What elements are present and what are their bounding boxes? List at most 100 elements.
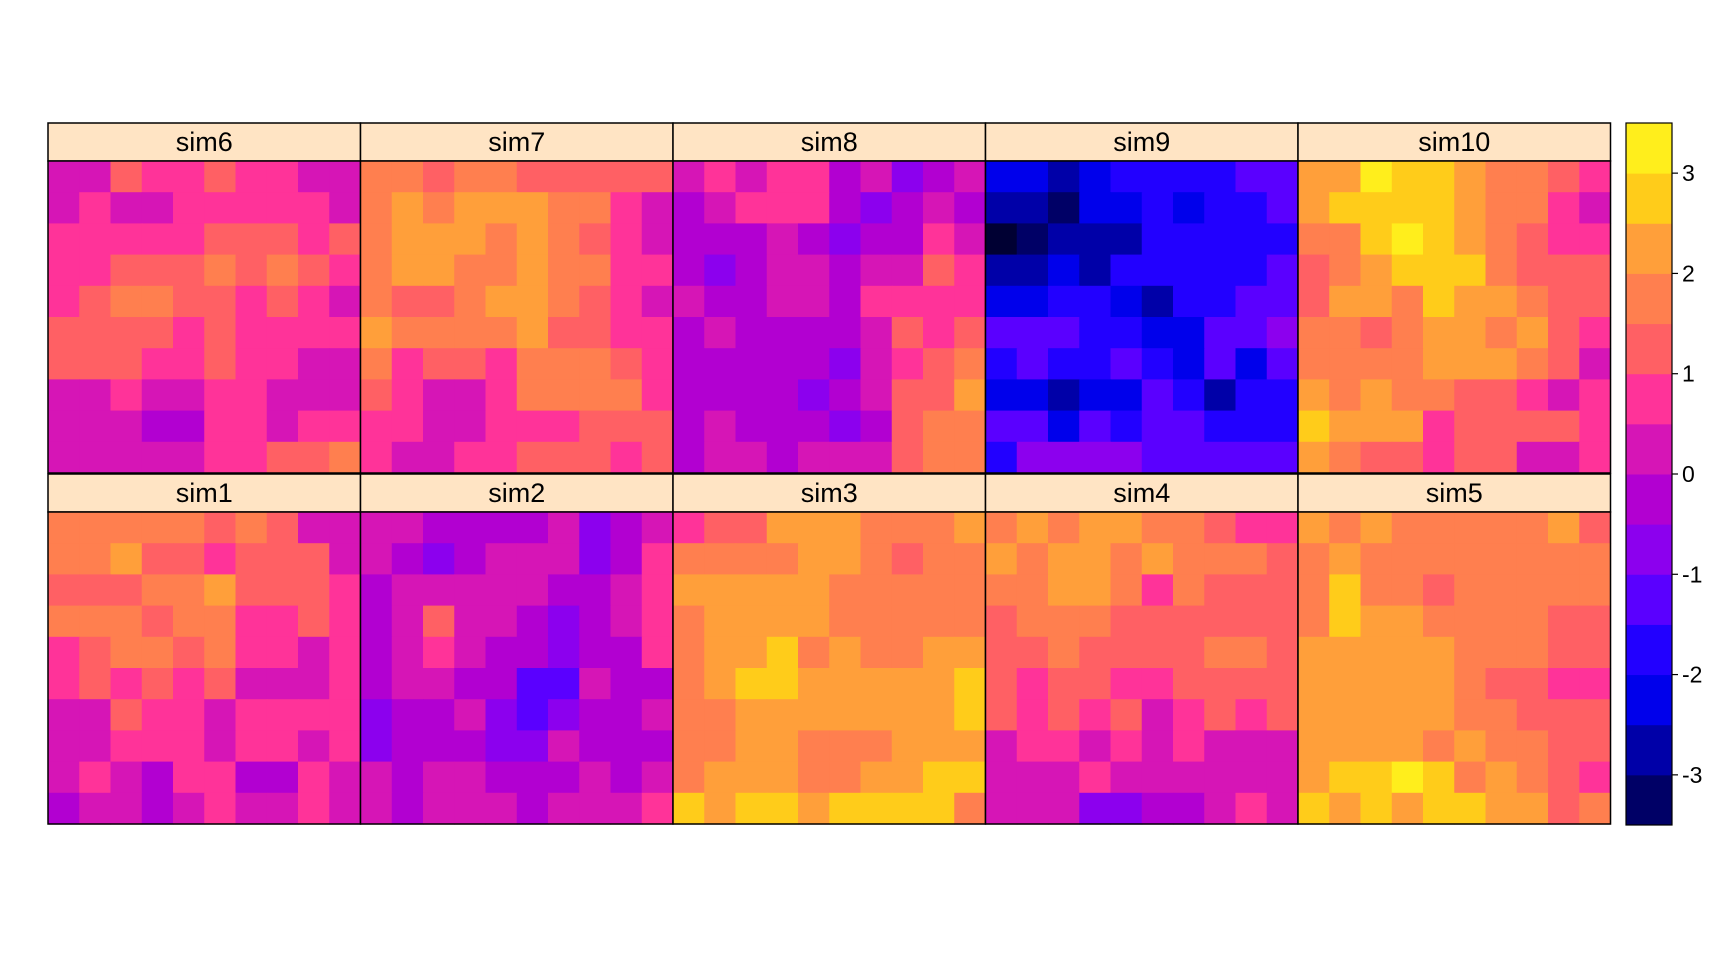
- heatmap-cell: [829, 792, 862, 825]
- heatmap-cell: [204, 512, 237, 544]
- heatmap-cell: [1329, 761, 1362, 794]
- heatmap-cell: [1329, 379, 1362, 412]
- heatmap-cell: [641, 636, 674, 669]
- heatmap-cell: [1579, 636, 1612, 669]
- heatmap-cell: [1548, 161, 1580, 193]
- heatmap-cell: [798, 543, 830, 575]
- heatmap-cell: [954, 761, 987, 794]
- heatmap-cell: [1266, 192, 1299, 224]
- heatmap-cell: [1329, 317, 1362, 349]
- heatmap-cell: [829, 699, 862, 731]
- heatmap-cell: [48, 636, 80, 669]
- heatmap-cell: [1266, 379, 1299, 412]
- heatmap-cell: [141, 605, 174, 638]
- heatmap-cell: [1048, 543, 1080, 575]
- heatmap-cell: [1485, 161, 1518, 193]
- heatmap-cell: [1016, 543, 1049, 575]
- heatmap-cell: [1360, 636, 1393, 669]
- heatmap-cell: [1110, 574, 1143, 607]
- heatmap-cell: [1360, 730, 1393, 763]
- strip-sim7: [359, 122, 674, 162]
- heatmap-cell: [298, 761, 330, 794]
- panel-sim8: sim8: [672, 122, 987, 474]
- heatmap-cell: [1329, 668, 1362, 700]
- heatmap-cell: [1235, 192, 1268, 224]
- heatmap-cell: [548, 792, 580, 825]
- heatmap-cell: [48, 254, 80, 287]
- heatmap-cell: [954, 636, 987, 669]
- heatmap-cell: [1423, 223, 1455, 256]
- strip-label-sim3: sim3: [801, 478, 858, 508]
- heatmap-cell: [360, 699, 393, 731]
- heatmap-cell: [1266, 730, 1299, 763]
- heatmap-cell: [329, 699, 362, 731]
- heatmap-cell: [329, 730, 362, 763]
- heatmap-cell: [454, 192, 487, 224]
- heatmap-cell: [266, 761, 299, 794]
- heatmap-cell: [735, 574, 768, 607]
- heatmap-cell: [1579, 512, 1612, 544]
- heatmap-cell: [891, 792, 924, 825]
- heatmap-cell: [1485, 761, 1518, 794]
- heatmap-cell: [235, 636, 268, 669]
- heatmap-cell: [1454, 761, 1487, 794]
- heatmap-cell: [1266, 161, 1299, 193]
- heatmap-cell: [923, 223, 955, 256]
- heatmap-cell: [891, 636, 924, 669]
- heatmap-cell: [1391, 730, 1424, 763]
- heatmap-cell: [891, 223, 924, 256]
- heatmap-cell: [860, 254, 893, 287]
- heatmap-cell: [1079, 761, 1112, 794]
- heatmap-cell: [235, 192, 268, 224]
- heatmap-cell: [954, 192, 987, 224]
- heatmap-cell: [485, 254, 518, 287]
- heatmap-cell: [954, 792, 987, 825]
- heatmap-cell: [1204, 699, 1237, 731]
- heatmap-cell: [610, 730, 643, 763]
- heatmap-cell: [673, 761, 705, 794]
- heatmap-cell: [298, 730, 330, 763]
- heatmap-cell: [1079, 317, 1112, 349]
- heatmap-cell: [548, 285, 580, 318]
- heatmap-cell: [110, 512, 143, 544]
- heatmap-cell: [829, 574, 862, 607]
- heatmap-cell: [48, 730, 80, 763]
- heatmap-cell: [579, 574, 612, 607]
- heatmap-cell: [1141, 574, 1174, 607]
- heatmap-cell: [766, 792, 799, 825]
- heatmap-cell: [141, 543, 174, 575]
- heatmap-cell: [360, 574, 393, 607]
- heatmap-cell: [266, 317, 299, 349]
- heatmap-cell: [516, 761, 549, 794]
- heatmap-cell: [923, 161, 955, 193]
- heatmap-cell: [1235, 574, 1268, 607]
- heatmap-cell: [766, 512, 799, 544]
- heatmap-cell: [766, 348, 799, 380]
- heatmap-cell: [923, 543, 955, 575]
- heatmap-cell: [1110, 668, 1143, 700]
- heatmap-cell: [1516, 254, 1549, 287]
- heatmap-cell: [485, 636, 518, 669]
- heatmap-cell: [1016, 512, 1049, 544]
- heatmap-cell: [891, 730, 924, 763]
- heatmap-cell: [985, 699, 1018, 731]
- heatmap-cell: [1016, 410, 1049, 443]
- heatmap-cell: [860, 543, 893, 575]
- heatmap-cell: [1235, 254, 1268, 287]
- heatmap-cell: [48, 161, 80, 193]
- strip-sim1: [47, 473, 362, 513]
- heatmap-cell: [141, 441, 174, 474]
- heatmap-cell: [1548, 574, 1580, 607]
- heatmap-cell: [704, 285, 737, 318]
- heatmap-cell: [485, 605, 518, 638]
- heatmap-cell: [1485, 605, 1518, 638]
- heatmap-cell: [829, 161, 862, 193]
- heatmap-cell: [579, 761, 612, 794]
- heatmap-cell: [79, 161, 112, 193]
- heatmap-cell: [1329, 410, 1362, 443]
- heatmap-cell: [1329, 574, 1362, 607]
- heatmap-cell: [923, 668, 955, 700]
- heatmap-cell: [1454, 730, 1487, 763]
- heatmap-cell: [173, 410, 205, 443]
- heatmap-cell: [891, 699, 924, 731]
